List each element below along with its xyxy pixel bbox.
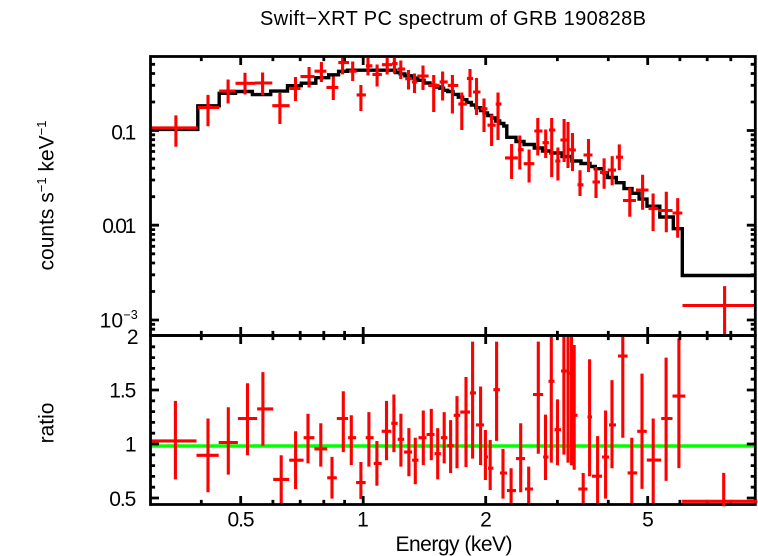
svg-text:counts s−1 keV−1: counts s−1 keV−1 [34,121,59,271]
svg-text:2: 2 [127,326,139,349]
svg-text:1: 1 [357,509,369,532]
svg-text:Energy (keV): Energy (keV) [396,533,513,556]
svg-text:1: 1 [125,434,137,457]
svg-text:1.5: 1.5 [109,380,136,403]
svg-text:5: 5 [642,509,654,532]
svg-text:0.5: 0.5 [109,488,136,511]
svg-text:2: 2 [480,509,492,532]
svg-text:0.01: 0.01 [102,215,136,238]
svg-text:0.1: 0.1 [111,122,136,145]
svg-text:Swift−XRT PC spectrum of GRB 1: Swift−XRT PC spectrum of GRB 190828B [260,8,646,30]
svg-text:0.5: 0.5 [228,509,255,532]
svg-text:−3: −3 [123,308,137,322]
svg-text:ratio: ratio [36,403,59,444]
svg-text:10: 10 [100,310,123,333]
